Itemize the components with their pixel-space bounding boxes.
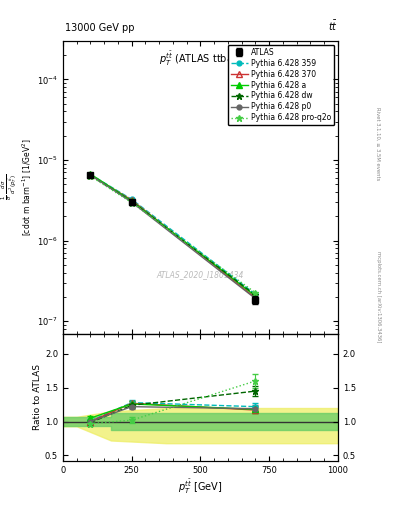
Line: Pythia 6.428 p0: Pythia 6.428 p0 [88,173,258,301]
Text: $p_T^{t\bar{t}}$ (ATLAS ttbar): $p_T^{t\bar{t}}$ (ATLAS ttbar) [160,50,241,68]
Pythia 6.428 370 [88,172,93,178]
Pythia 6.428 pro-q2o [129,200,134,206]
Pythia 6.428 370 [129,197,134,203]
Pythia 6.428 dw [88,173,93,179]
Text: 13000 GeV pp: 13000 GeV pp [65,23,134,33]
Pythia 6.428 359 [88,172,93,178]
Y-axis label: Ratio to ATLAS: Ratio to ATLAS [33,364,42,430]
Pythia 6.428 pro-q2o [88,173,93,179]
Pythia 6.428 dw [129,199,134,205]
Pythia 6.428 a [253,293,258,299]
Pythia 6.428 370 [253,295,258,301]
Pythia 6.428 p0 [253,295,258,302]
Text: mcplots.cern.ch [arXiv:1306.3436]: mcplots.cern.ch [arXiv:1306.3436] [376,251,380,343]
Text: ATLAS_2020_I1801434: ATLAS_2020_I1801434 [157,270,244,280]
Pythia 6.428 p0 [129,199,134,205]
Line: Pythia 6.428 a: Pythia 6.428 a [88,171,258,299]
Line: Pythia 6.428 359: Pythia 6.428 359 [88,172,258,297]
Y-axis label: $\frac{1}{\sigma}\ \frac{d\sigma}{d^2(p_T^{t\bar{t}})}$
$[\mathrm{cdot\ m\ barn^: $\frac{1}{\sigma}\ \frac{d\sigma}{d^2(p_… [0,139,34,236]
Pythia 6.428 dw [253,292,258,298]
Pythia 6.428 a [129,198,134,204]
Line: Pythia 6.428 dw: Pythia 6.428 dw [87,172,259,298]
Text: $t\bar{t}$: $t\bar{t}$ [328,19,338,33]
X-axis label: $p^{t\bar{t}}_{T}$ [GeV]: $p^{t\bar{t}}_{T}$ [GeV] [178,477,223,496]
Pythia 6.428 pro-q2o [253,290,258,296]
Line: Pythia 6.428 pro-q2o: Pythia 6.428 pro-q2o [87,173,259,296]
Pythia 6.428 p0 [88,172,93,178]
Pythia 6.428 359 [129,196,134,202]
Pythia 6.428 a [88,171,93,177]
Line: Pythia 6.428 370: Pythia 6.428 370 [88,172,258,301]
Legend: ATLAS, Pythia 6.428 359, Pythia 6.428 370, Pythia 6.428 a, Pythia 6.428 dw, Pyth: ATLAS, Pythia 6.428 359, Pythia 6.428 37… [228,45,334,125]
Pythia 6.428 359 [253,291,258,297]
Text: Rivet 3.1.10, ≥ 3.5M events: Rivet 3.1.10, ≥ 3.5M events [376,106,380,180]
